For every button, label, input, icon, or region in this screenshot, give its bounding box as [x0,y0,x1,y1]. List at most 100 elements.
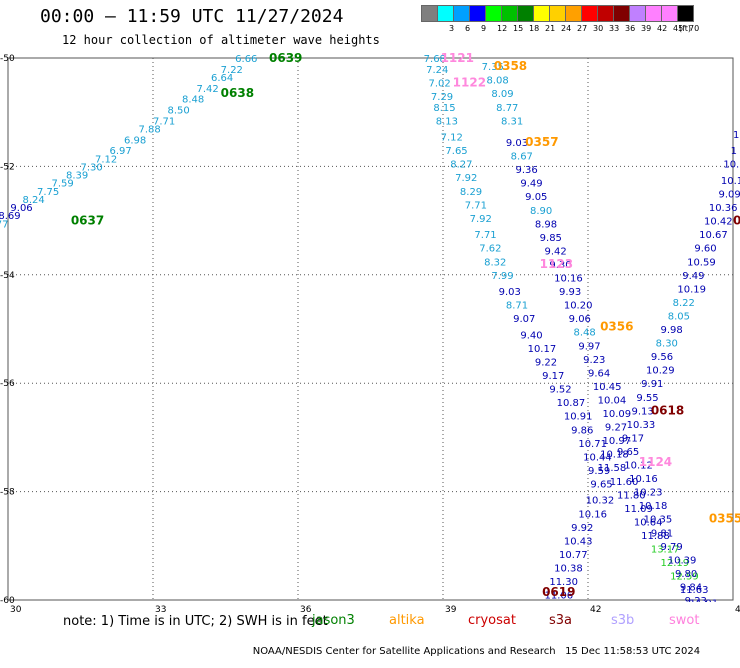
wave-height-value: 10.16 [578,509,607,520]
wave-height-value: 9.36 [516,165,538,176]
wave-height-value: 10.67 [699,230,728,241]
satellite-legend-item: s3b [611,613,634,628]
wave-height-value: 10.29 [646,366,675,377]
wave-height-value: 10.42 [704,217,733,228]
wave-height-value: 8.90 [530,206,552,217]
wave-height-value: 9.05 [525,192,547,203]
wave-height-value: 9.22 [535,358,557,369]
wave-height-value: 8.50 [168,105,190,116]
plot-marks: 6.667.226.647.428.488.507.717.886.986.97… [0,51,740,642]
wave-height-value: 9.17 [622,433,644,444]
wave-height-value: 7.71 [465,200,487,211]
pass-time-label: 0637 [71,214,104,228]
pass-time-label: 0618 [651,403,684,417]
wave-height-value: 10.16 [554,274,583,285]
satellite-legend-item: s3a [549,613,572,628]
wave-height-value: 9.56 [651,352,673,363]
wave-height-value: 8.09 [491,89,513,100]
wave-height-value: 10.32 [586,496,615,507]
pass-time-label: 0355 [709,512,740,526]
wave-height-value: 7.92 [470,214,492,225]
wave-height-value: 9.42 [545,246,567,257]
wave-height-value: 9.52 [549,385,571,396]
wave-height-value: 7.24 [426,65,448,76]
wave-height-value: 8.15 [433,103,455,114]
wave-height-value: 9.93 [559,287,581,298]
pass-time-label: 0358 [494,59,527,73]
wave-height-value: 9.17 [542,371,564,382]
wave-height-value: 9.09 [719,190,740,201]
wave-height-value: 9.91 [641,379,663,390]
wave-height-value: 8.67 [511,152,533,163]
wave-height-value: 9.23 [583,355,605,366]
y-tick-label: -52 [0,162,15,172]
wave-height-value: 8.71 [506,301,528,312]
wave-height-value: 10.35 [644,515,673,526]
wave-height-value: 7.62 [479,244,501,255]
pass-time-label: 0619 [542,585,575,599]
wave-height-value: 9.03 [499,287,521,298]
wave-height-value: 9.84 [680,582,702,593]
wave-height-value: 7.12 [441,133,463,144]
wave-height-value: 10.91 [564,412,593,423]
footer-credit: NOAA/NESDIS Center for Satellite Applica… [240,635,700,668]
wave-height-value: 9.27 [605,423,627,434]
y-tick-label: -50 [0,54,15,64]
wave-height-plot: 303336394245-50-52-54-56-58-606.667.226.… [0,0,740,650]
wave-height-value: 8.31 [501,116,523,127]
wave-height-value: 9.79 [661,542,683,553]
wave-height-value: 9.64 [588,368,610,379]
wave-height-value: 10.23 [634,488,663,499]
wave-height-value: 7.42 [197,84,219,95]
pass-time-label: 1123 [540,257,573,271]
wave-height-value: 6.66 [235,54,257,65]
wave-height-value: 10.04 [598,395,627,406]
wave-height-value: 9.60 [694,244,716,255]
wave-height-value: 8.48 [574,328,596,339]
wave-height-value: 10.19 [677,284,706,295]
wave-height-value: 7.02 [429,78,451,89]
wave-height-value: 12.41 [709,626,738,637]
wave-height-value: 6.98 [124,135,146,146]
note-text: note: 1) Time is in UTC; 2) SWH is in fe… [63,614,328,629]
wave-height-value: 10.09 [603,409,632,420]
x-tick-label: 42 [590,605,601,615]
wave-height-value: 10.33 [627,420,656,431]
wave-height-value: 9.80 [675,569,697,580]
wave-height-value: 10.17 [528,344,557,355]
wave-height-value: 8.29 [460,187,482,198]
wave-height-value: 8.05 [668,311,690,322]
x-tick-label: 39 [445,605,457,615]
pass-time-label: 0356 [600,319,633,333]
wave-height-value: 7.71 [474,230,496,241]
wave-height-value: 10.38 [554,563,583,574]
wave-height-value: 9.65 [617,447,639,458]
wave-height-value: 1 [733,130,739,141]
x-tick-label: 30 [10,605,22,615]
wave-height-value: 10.16 [629,474,658,485]
wave-height-value: 9.98 [661,325,683,336]
satellite-legend-item: swot [669,613,699,628]
wave-height-value: 9.07 [513,314,535,325]
wave-height-value: 9.86 [571,425,593,436]
wave-height-value: 7.65 [445,146,467,157]
wave-height-value: 11.58 [598,463,627,474]
pass-time-label: 0639 [269,51,302,65]
wave-height-value: 7.29 [431,92,453,103]
wave-height-value: 9.97 [578,341,600,352]
wave-height-value: 9.40 [520,330,542,341]
wave-height-value: 8.48 [182,95,204,106]
wave-height-value: 9.55 [636,393,658,404]
page: 00:00 – 11:59 UTC 11/27/2024 12 hour col… [0,0,740,650]
wave-height-value: 8.32 [484,257,506,268]
wave-height-value: 9.49 [520,179,542,190]
wave-height-value: 10.20 [564,301,593,312]
satellite-legend-item: jason3 [312,613,355,628]
footer-org: NOAA/NESDIS Center for Satellite Applica… [253,646,556,657]
wave-height-value: 10.36 [709,203,738,214]
wave-height-value: 9.35 [699,623,721,634]
wave-height-value: 9.06 [569,314,591,325]
wave-height-value: 7.99 [491,271,513,282]
pass-time-label: 1121 [441,51,474,65]
y-tick-label: -60 [0,596,15,606]
